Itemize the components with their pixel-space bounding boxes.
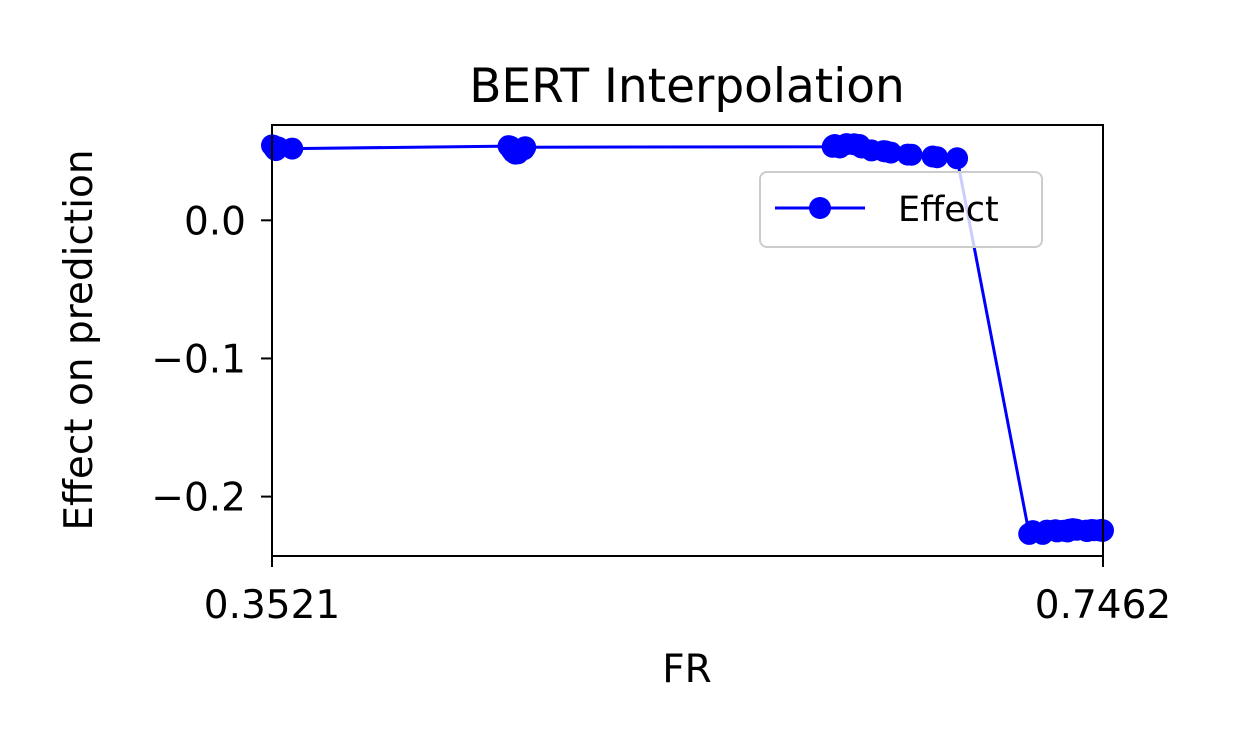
data-point [281,137,304,160]
legend-box [759,171,1043,248]
y-tick-label: 0.0 [184,199,246,244]
y-tick-label: −0.2 [151,476,246,521]
chart-title: BERT Interpolation [469,59,905,114]
legend: Effect [759,171,1043,248]
data-point [946,147,969,170]
plot-frame [271,124,1104,557]
legend-marker-icon [809,197,831,219]
y-tick-label: −0.1 [151,337,246,382]
data-point [926,146,949,169]
axis-ticks: 0.3521 0.7462 0.0 −0.1 −0.2 [151,199,1171,628]
x-tick-label: 0.7462 [1035,583,1171,628]
data-point [900,143,923,166]
data-point [879,141,902,164]
y-axis-label: Effect on prediction [57,149,102,530]
legend-label: Effect [898,190,999,230]
x-tick-label: 0.3521 [204,583,340,628]
data-point [514,136,537,159]
x-axis-label: FR [662,647,712,692]
